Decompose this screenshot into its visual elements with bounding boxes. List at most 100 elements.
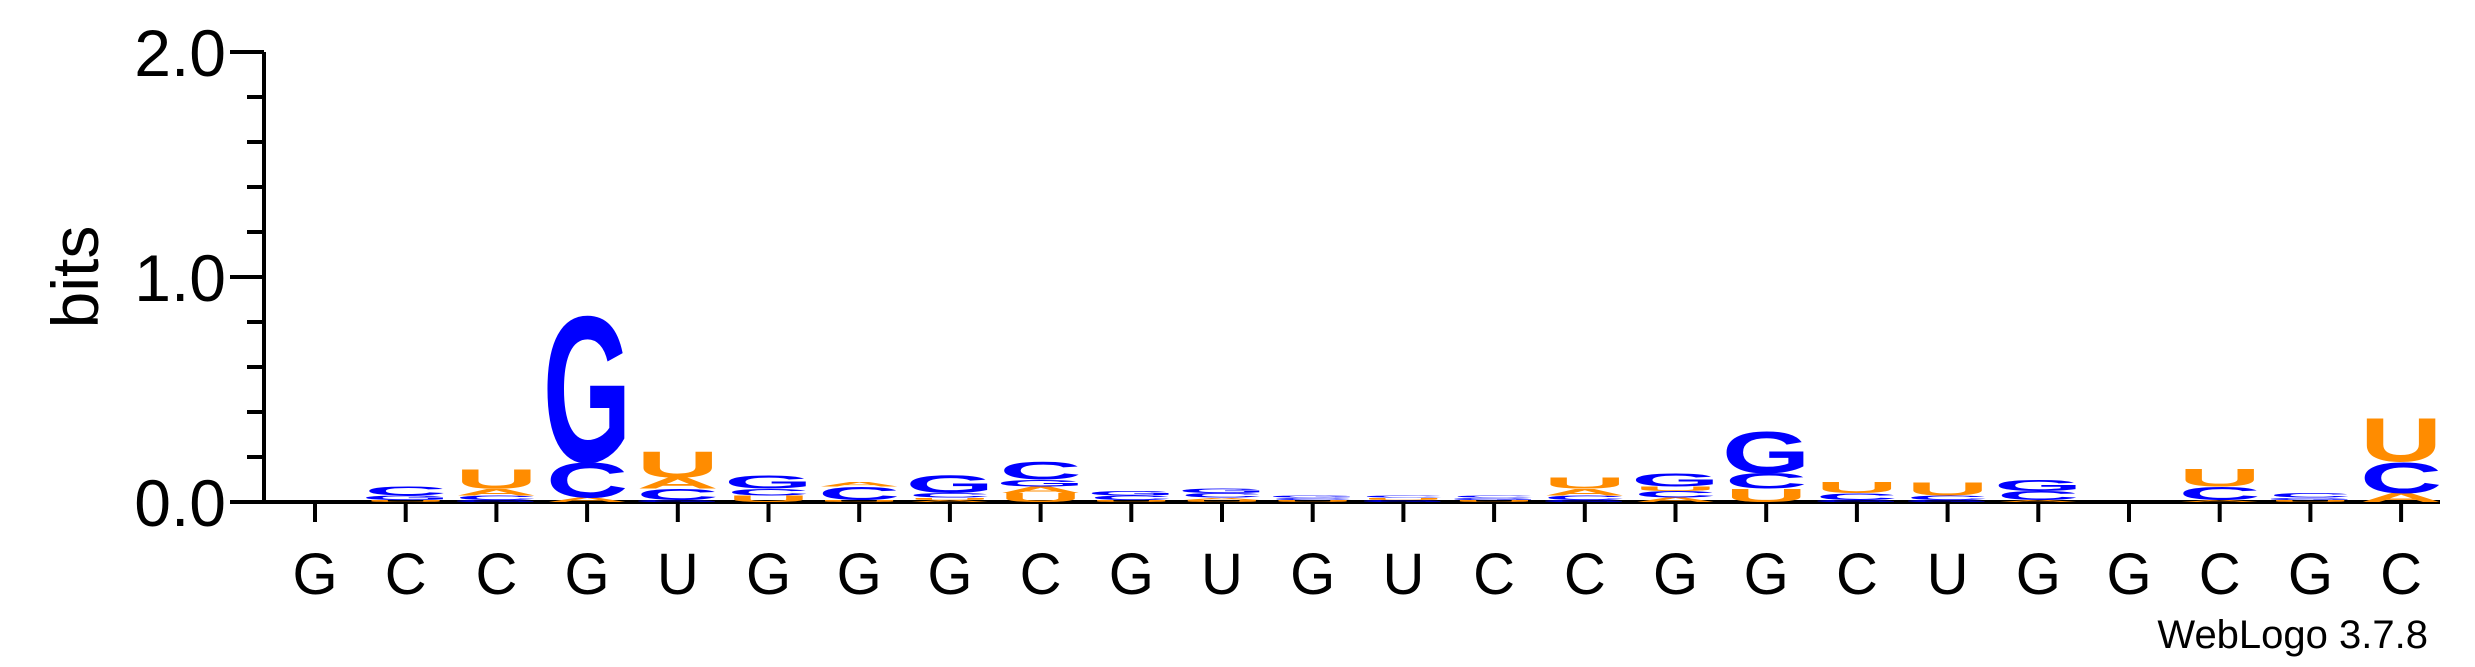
logo-letter-g: G (1541, 499, 1630, 502)
logo-letter-c: C (1181, 492, 1263, 499)
x-tick-label: C (1473, 542, 1515, 607)
x-tick-label: U (1382, 542, 1424, 607)
logo-letter-c: C (2360, 454, 2442, 503)
y-tick-label: 2.0 (134, 16, 226, 90)
logo-letter-a: A (2360, 491, 2442, 505)
logo-letter-u: U (1272, 499, 1354, 502)
logo-letter-u: U (1362, 497, 1444, 500)
logo-letter-c: C (1362, 495, 1444, 498)
x-tick-label: C (1836, 542, 1878, 607)
x-tick-label: C (385, 542, 427, 607)
logo-letter-a: A (455, 487, 537, 497)
weblogo-credit: WebLogo 3.7.8 (2157, 613, 2428, 657)
logo-letter-c: C (1725, 469, 1807, 493)
x-tick-label: G (1109, 542, 1154, 607)
x-tick-label: G (1653, 542, 1698, 607)
logo-letter-u: U (1906, 479, 1988, 500)
logo-letter-c: C (999, 457, 1081, 485)
logo-letter-g: G (1268, 495, 1357, 498)
x-tick-label: U (1201, 542, 1243, 607)
logo-letter-a: A (1997, 499, 2079, 502)
logo-letter-u: U (1544, 475, 1626, 492)
logo-letter-c: C (1816, 491, 1898, 501)
logo-letter-g: G (1903, 499, 1992, 502)
logo-letter-u: U (455, 463, 537, 494)
logo-letter-g: G (543, 273, 632, 506)
y-ticks: 0.0 1.0 2.0 (134, 16, 264, 540)
y-tick-label: 1.0 (134, 241, 226, 315)
logo-letter-g: G (452, 499, 541, 502)
logo-letter-g: G (1722, 420, 1811, 486)
logo-letter-u: U (1634, 485, 1716, 492)
logo-letter-c: C (727, 487, 809, 497)
logo-letter-c: C (909, 492, 991, 499)
logo-letter-c: C (1090, 494, 1172, 501)
logo-letter-c: C (2179, 483, 2261, 504)
logo-letter-g: G (1994, 477, 2083, 494)
x-tick-label: G (292, 542, 337, 607)
x-tick-label: G (927, 542, 972, 607)
logo-letter-g: G (1450, 497, 1539, 500)
x-tick-label: C (1020, 542, 1062, 607)
logo-letter-c: C (365, 484, 447, 498)
logo-letter-a: A (909, 499, 991, 502)
x-tick-label: C (2199, 542, 2241, 607)
logo-letter-u: U (1090, 499, 1172, 502)
x-tick-label: G (2016, 542, 2061, 607)
logo-letter-c: C (2269, 492, 2351, 499)
x-tick-label: G (1290, 542, 1335, 607)
x-tick-label: U (657, 542, 699, 607)
logo-letter-u: U (1816, 479, 1898, 496)
logo-letter-g: G (2266, 497, 2355, 500)
x-tick-label: C (475, 542, 517, 607)
logo-letter-c: C (455, 494, 537, 501)
x-tick-label: G (1744, 542, 1789, 607)
logo-letter-u: U (909, 497, 991, 500)
logo-letter-u: U (2179, 464, 2261, 492)
logo-letter-g: G (361, 494, 450, 501)
x-tick-label: G (746, 542, 791, 607)
x-tick-label: G (2288, 542, 2333, 607)
logo-letter-c: C (1544, 494, 1626, 501)
x-tick-label: G (2106, 542, 2151, 607)
logo-letter-c: C (818, 483, 900, 504)
y-axis-label: bits (38, 226, 112, 329)
logo-letter-g: G (634, 499, 723, 502)
logo-letter-g: G (1631, 470, 1720, 491)
logo-letter-g: G (1087, 490, 1176, 497)
logo-letter-c: C (1453, 495, 1535, 498)
logo-letter-u: U (1181, 499, 1263, 502)
logo-letter-u: U (818, 499, 900, 502)
logo-letter-c: C (1906, 494, 1988, 501)
x-tick-label: G (837, 542, 882, 607)
logo-letter-a: A (546, 496, 628, 503)
logo-letter-u: U (999, 491, 1081, 505)
logo-letter-u: U (727, 494, 809, 504)
logo-letter-u: U (2269, 499, 2351, 502)
logo-letter-u: U (1453, 499, 1535, 502)
logo-letter-a: A (1181, 497, 1263, 500)
logo-letter-a: A (1544, 487, 1626, 497)
logo-letter-g: G (1813, 499, 1902, 502)
logo-letter-u: U (2360, 406, 2442, 475)
logo-letter-c: C (1272, 497, 1354, 500)
logo-letter-c: C (546, 452, 628, 508)
x-tick-label: U (1927, 542, 1969, 607)
logo-letter-u: U (365, 499, 447, 502)
logo-letter-g: G (996, 478, 1085, 488)
logo-letter-a: A (2179, 499, 2261, 502)
logo-letter-g: G (1359, 499, 1448, 502)
logo-letter-c: C (1997, 489, 2079, 503)
logo-letter-c: C (1634, 489, 1716, 499)
x-tick-label: C (1564, 542, 1606, 607)
x-tick-label: C (2380, 542, 2422, 607)
y-tick-label: 0.0 (134, 466, 226, 540)
logo-letter-g: G (724, 472, 813, 493)
x-tick-label: G (565, 542, 610, 607)
logo-letter-u: U (637, 443, 719, 485)
logo-letter-a: A (999, 485, 1081, 495)
logo-letter-g: G (906, 471, 995, 499)
logo-letter-g: G (1178, 487, 1267, 494)
